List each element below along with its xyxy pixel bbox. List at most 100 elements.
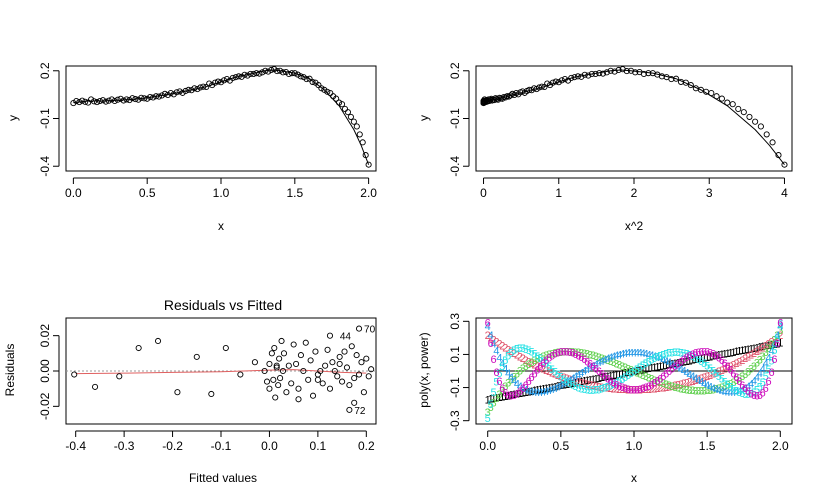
- series-glyph: 3: [637, 369, 643, 381]
- panel-poly-basis: x poly(x, power) 0.0 0.5 1.0 1.5 2.0 -0.3 -0.…: [417, 313, 793, 485]
- series-glyph: 6: [669, 364, 675, 376]
- data-point: [305, 376, 312, 383]
- series-glyph: 3: [716, 383, 722, 395]
- series-glyph: 3: [736, 373, 742, 385]
- series-glyph: 1: [578, 376, 584, 388]
- series-glyph: 1: [584, 375, 590, 387]
- series-glyph: 1: [496, 392, 502, 404]
- series-glyph: 4: [599, 356, 605, 368]
- data-point: [182, 87, 189, 95]
- data-point: [338, 101, 346, 108]
- series-glyph: 3: [587, 349, 593, 361]
- data-point: [116, 373, 123, 380]
- series-glyph: 6: [657, 373, 663, 385]
- series-glyph: 5: [523, 344, 529, 356]
- series-glyph: 6: [599, 369, 605, 381]
- series-glyph: 6: [502, 387, 508, 399]
- series-glyph: 1: [616, 369, 622, 381]
- series-glyph: 2: [485, 330, 491, 342]
- series-glyph: 5: [646, 356, 652, 368]
- data-point: [708, 90, 715, 97]
- series-glyph: 1: [561, 380, 567, 392]
- series-glyph: 6: [616, 381, 622, 393]
- series-glyph: 5: [631, 366, 637, 378]
- series-glyph: 2: [678, 379, 684, 391]
- series-glyph: 2: [546, 366, 552, 378]
- data-point: [763, 131, 770, 138]
- series-glyph: 5: [751, 387, 757, 399]
- plot-frame: [65, 65, 377, 172]
- series-glyph: 6: [622, 383, 628, 395]
- series-glyph: 2: [575, 377, 581, 389]
- series-glyph: 1: [619, 368, 625, 380]
- series-glyph: 2: [684, 377, 690, 389]
- series-glyph: 2: [727, 361, 733, 373]
- series-glyph: 1: [695, 354, 701, 366]
- series-glyph: 5: [584, 385, 590, 397]
- series-glyph: 5: [508, 347, 514, 359]
- data-point: [358, 359, 365, 366]
- series-glyph: 4: [605, 353, 611, 365]
- fit-line: [483, 69, 785, 165]
- series-glyph: 1: [575, 377, 581, 389]
- series-glyph: 6: [584, 356, 590, 368]
- series-glyph: 2: [558, 371, 564, 383]
- series-glyph: 4: [549, 384, 555, 396]
- series-glyph: 6: [710, 349, 716, 361]
- data-point: [319, 380, 326, 387]
- series-glyph: 6: [695, 347, 701, 359]
- series-glyph: 1: [675, 358, 681, 370]
- series-glyph: 2: [599, 382, 605, 394]
- series-glyph: 4: [608, 352, 614, 364]
- series-glyph: 3: [646, 372, 652, 384]
- series-glyph: 3: [763, 347, 769, 359]
- series-glyph: 2: [543, 365, 549, 377]
- data-point: [208, 390, 215, 398]
- series-glyph: 2: [549, 367, 555, 379]
- series-glyph: 2: [499, 341, 505, 353]
- series-glyph: 4: [502, 364, 508, 376]
- y-tick-label: 0.02: [38, 324, 52, 348]
- series-glyph: 2: [622, 384, 628, 396]
- series-glyph: 5: [725, 379, 731, 391]
- series-glyph: 2: [572, 376, 578, 388]
- point-annotation: 44: [340, 332, 352, 343]
- series-glyph: 5: [590, 385, 596, 397]
- series-glyph: 2: [608, 383, 614, 395]
- series-glyph: 3: [634, 367, 640, 379]
- series-glyph: 2: [496, 339, 502, 351]
- series-glyph: 6: [760, 387, 766, 399]
- series-glyph: 4: [631, 347, 637, 359]
- series-glyph: 4: [575, 369, 581, 381]
- series-glyph: 6: [684, 352, 690, 364]
- series-glyph: 5: [771, 345, 777, 357]
- series-glyph: 6: [643, 382, 649, 394]
- smooth-line: [75, 369, 367, 375]
- data-point: [307, 357, 314, 364]
- data-point: [268, 66, 275, 74]
- series-glyph: 5: [742, 389, 748, 401]
- series-glyph: 6: [496, 376, 502, 388]
- x-tick-label: 0.0: [261, 439, 278, 453]
- panel-y-vs-x-squared: x^2 y 0 1 2 3 4 -0.4 -0.1 0.2: [417, 62, 793, 233]
- data-point: [302, 339, 309, 346]
- series-glyph: 6: [534, 365, 540, 377]
- series-glyph: 2: [757, 344, 763, 356]
- series-glyph: 2: [771, 334, 777, 346]
- data-point: [353, 352, 360, 359]
- series-glyph: 4: [505, 368, 511, 380]
- data-point: [79, 97, 86, 104]
- data-point: [295, 396, 302, 403]
- series-glyph: 4: [490, 338, 496, 350]
- data-point: [232, 74, 239, 81]
- series-glyph: 6: [654, 376, 660, 388]
- series-glyph: 2: [526, 356, 532, 368]
- series-glyph: 4: [581, 366, 587, 378]
- series-glyph: 3: [625, 363, 631, 375]
- data-point: [167, 90, 174, 97]
- series-glyph: 3: [754, 358, 760, 370]
- data-point: [261, 367, 268, 375]
- data-point: [235, 73, 242, 80]
- data-point: [312, 348, 319, 355]
- y-tick-label: -0.02: [38, 392, 52, 420]
